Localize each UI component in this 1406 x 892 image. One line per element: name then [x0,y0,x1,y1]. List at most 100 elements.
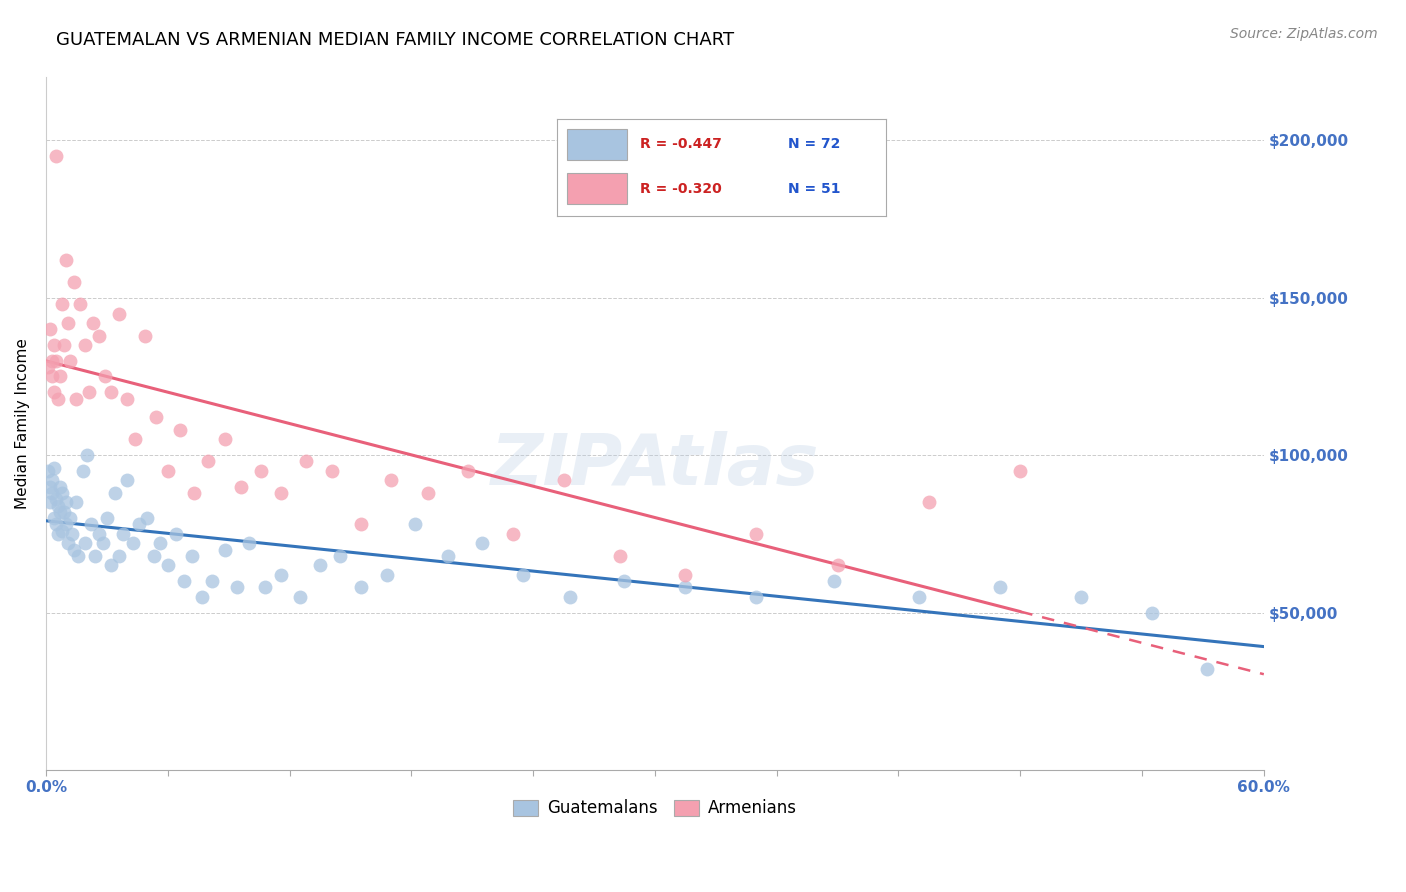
Point [39,480,62,494]
Text: GUATEMALAN VS ARMENIAN MEDIAN FAMILY INCOME CORRELATION CHART: GUATEMALAN VS ARMENIAN MEDIAN FAMILY INC… [56,31,734,49]
Point [55,495,77,509]
Point [46,392,69,406]
Point [229,480,252,494]
Point [288,590,311,604]
Point [104,486,127,500]
Point [51,486,73,500]
Point [73,338,96,352]
Point [37,464,59,478]
Point [91,536,114,550]
Point [558,590,581,604]
Point [42,460,65,475]
Point [745,527,768,541]
Text: ZIPAtlas: ZIPAtlas [491,431,820,500]
Point [745,590,768,604]
Point [250,464,273,478]
Point [225,581,247,595]
Point [270,567,292,582]
Point [100,385,122,400]
Point [294,454,316,468]
Point [53,505,76,519]
Point [613,574,636,588]
Point [197,454,219,468]
Point [65,392,87,406]
Point [156,464,179,478]
Point [404,517,426,532]
Point [63,275,86,289]
Point [115,392,138,406]
Point [918,495,941,509]
Point [42,511,65,525]
Point [673,567,696,582]
Point [115,474,138,488]
Point [512,567,534,582]
Point [309,558,332,573]
Point [254,581,277,595]
Point [49,369,72,384]
Point [122,536,145,550]
Point [380,474,402,488]
Text: Source: ZipAtlas.com: Source: ZipAtlas.com [1230,27,1378,41]
Point [437,549,460,563]
Point [72,464,94,478]
Point [169,423,191,437]
Point [988,581,1011,595]
Point [87,328,110,343]
Point [73,536,96,550]
Point [156,558,179,573]
Point [191,590,214,604]
Point [108,307,131,321]
Point [79,517,101,532]
Point [67,549,90,563]
Point [39,322,62,336]
Point [45,353,67,368]
Point [321,464,343,478]
Point [58,316,80,330]
Point [51,297,73,311]
Point [60,527,83,541]
Point [134,328,156,343]
Point [471,536,494,550]
Point [1070,590,1092,604]
Point [42,385,65,400]
Point [183,486,205,500]
Legend: Guatemalans, Armenians: Guatemalans, Armenians [506,793,803,824]
Point [39,495,62,509]
Y-axis label: Median Family Income: Median Family Income [15,338,30,509]
Point [270,486,292,500]
Point [59,353,82,368]
Point [1010,464,1032,478]
Point [349,517,371,532]
Point [46,527,69,541]
Point [553,474,575,488]
Point [87,527,110,541]
Point [1140,606,1163,620]
Point [55,517,77,532]
Point [238,536,260,550]
Point [502,527,524,541]
Point [51,524,73,538]
Point [63,542,86,557]
Point [49,480,72,494]
Point [77,385,100,400]
Point [112,527,135,541]
Point [37,359,59,374]
Point [45,492,67,507]
Point [108,549,131,563]
Point [136,511,159,525]
Point [42,338,65,352]
Point [41,486,63,500]
Point [145,410,167,425]
Point [1195,662,1218,676]
Point [94,369,117,384]
Point [173,574,195,588]
Point [375,567,398,582]
Point [609,549,631,563]
Point [100,558,122,573]
Point [41,353,63,368]
Point [41,474,63,488]
Point [457,464,479,478]
Point [181,549,204,563]
Point [41,369,63,384]
Point [673,581,696,595]
